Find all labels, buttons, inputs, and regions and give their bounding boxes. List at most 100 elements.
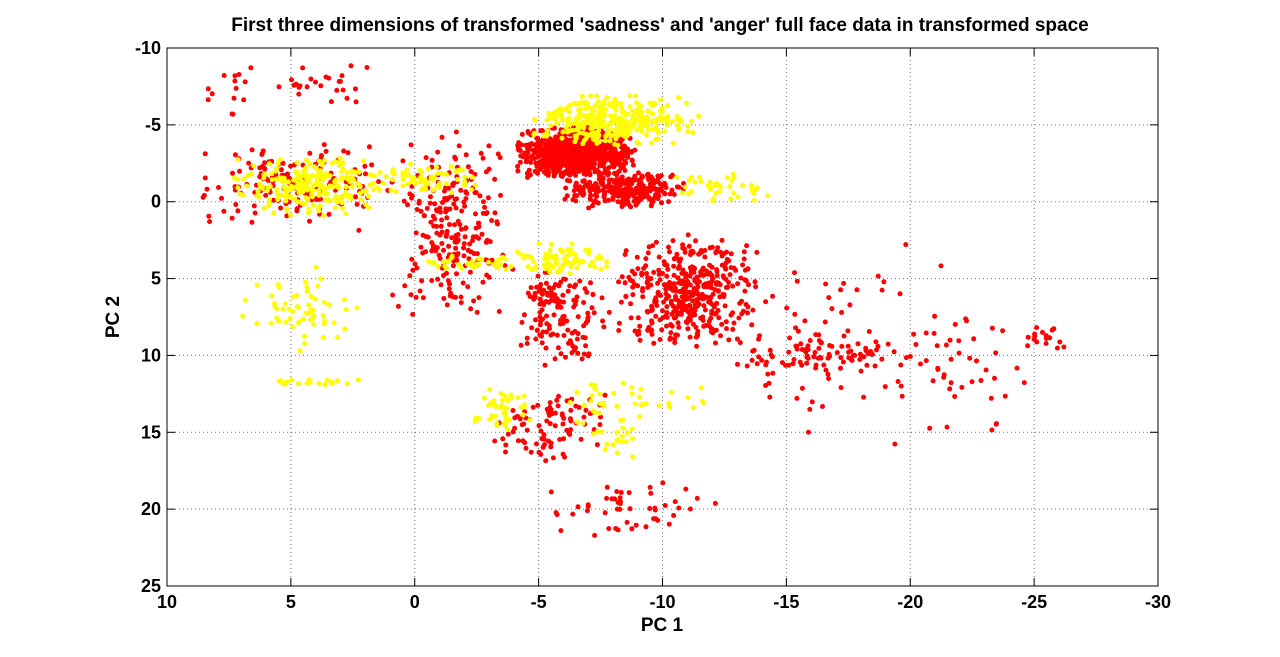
data-point (323, 74, 329, 80)
data-point (569, 241, 575, 247)
data-point (249, 219, 255, 225)
data-point (300, 316, 306, 322)
data-point (468, 169, 474, 175)
data-point (235, 185, 241, 191)
y-tick-label: 25 (141, 576, 161, 596)
data-point (606, 526, 612, 532)
data-point (449, 235, 455, 241)
data-point (673, 296, 679, 302)
data-point (587, 263, 593, 269)
data-point (614, 506, 620, 512)
data-point (474, 309, 480, 315)
data-point (690, 298, 696, 304)
data-point (315, 283, 321, 289)
data-point (718, 333, 723, 339)
axis-ticks: 10 5 0 -5 -10 -15 -20 -25 -30 -10 -5 0 5 10 15 20 25 (135, 38, 1171, 612)
data-point (410, 267, 416, 273)
data-point (366, 144, 372, 150)
data-point (537, 301, 543, 307)
data-point (221, 73, 227, 78)
data-point (813, 362, 819, 368)
data-point (596, 109, 602, 115)
data-point (567, 102, 573, 108)
data-point (649, 303, 655, 309)
data-point (519, 319, 525, 325)
data-point (604, 184, 610, 190)
data-point (742, 288, 748, 294)
data-point (279, 192, 285, 198)
data-point (741, 249, 747, 255)
data-point (602, 155, 608, 161)
data-point (615, 527, 621, 533)
data-point (709, 308, 715, 314)
data-point (528, 449, 534, 455)
data-point (663, 282, 668, 288)
data-point (630, 292, 636, 298)
data-point (866, 329, 872, 334)
chart-title: First three dimensions of transformed 's… (231, 15, 1088, 36)
data-point (467, 269, 473, 275)
data-point (855, 341, 861, 347)
data-point (629, 526, 635, 532)
data-point (897, 291, 903, 297)
data-point (614, 430, 620, 435)
data-point (590, 203, 595, 209)
data-point (707, 262, 713, 268)
data-point (407, 273, 413, 279)
data-point (443, 233, 449, 239)
data-point (594, 156, 600, 162)
data-point (505, 431, 511, 437)
data-point (563, 185, 569, 191)
data-point (714, 300, 720, 306)
data-point (698, 179, 704, 185)
data-point (741, 308, 746, 314)
data-point (588, 131, 593, 137)
data-point (600, 150, 606, 156)
data-point (669, 187, 675, 193)
data-point (322, 318, 328, 324)
data-point (651, 269, 657, 275)
data-point (787, 335, 793, 341)
data-point (288, 212, 294, 218)
data-point (662, 503, 668, 508)
data-point (798, 341, 804, 347)
data-point (357, 190, 363, 196)
data-point (873, 339, 879, 345)
data-point (714, 269, 720, 274)
data-point (459, 208, 465, 214)
data-point (687, 506, 693, 512)
data-point (343, 211, 349, 217)
x-tick-label: 5 (286, 592, 296, 612)
data-point (541, 432, 547, 438)
data-point (437, 256, 443, 261)
data-point (408, 161, 414, 167)
data-point (736, 315, 742, 321)
data-point (441, 273, 446, 278)
data-point (230, 170, 235, 176)
data-point (696, 175, 702, 180)
data-point (598, 171, 604, 177)
data-point (892, 441, 898, 447)
data-point (232, 78, 238, 84)
data-point (209, 91, 215, 97)
data-point (676, 258, 682, 264)
data-point (640, 288, 645, 294)
data-point (898, 362, 904, 368)
data-point (597, 401, 603, 407)
data-point (603, 133, 609, 139)
data-point (527, 294, 533, 299)
data-point (327, 173, 333, 179)
data-point (492, 176, 498, 182)
data-point (493, 404, 499, 410)
data-point (634, 127, 640, 133)
data-point (551, 173, 557, 179)
data-point (302, 333, 307, 339)
data-point (259, 152, 265, 157)
data-point (439, 134, 445, 140)
data-point (395, 303, 401, 309)
data-point (454, 196, 459, 202)
data-point (989, 427, 995, 433)
data-point (328, 179, 334, 185)
data-point (473, 190, 479, 196)
data-point (726, 337, 732, 343)
